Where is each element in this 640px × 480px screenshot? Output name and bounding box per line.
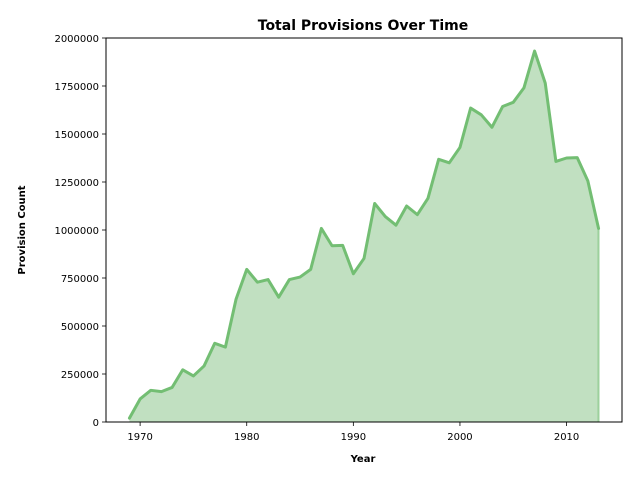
y-tick-label: 250000 [61, 370, 99, 381]
x-tick-label: 2000 [447, 432, 472, 443]
plot-area [127, 49, 601, 423]
y-tick-label: 1500000 [54, 130, 99, 141]
y-tick-label: 1250000 [54, 178, 99, 189]
y-axis-ticks: 0 250000 500000 750000 1000000 1250000 1500000… [54, 34, 106, 429]
y-tick-label: 2000000 [54, 34, 99, 45]
x-axis-ticks: 1970 1980 1990 2000 2010 [127, 422, 579, 443]
area-fill [129, 51, 599, 423]
chart-title: Total Provisions Over Time [258, 18, 469, 34]
y-tick-label: 750000 [61, 274, 99, 285]
x-tick-label: 1970 [127, 432, 152, 443]
x-tick-label: 1990 [341, 432, 366, 443]
y-axis-label: Provision Count [17, 185, 28, 274]
y-tick-label: 1750000 [54, 82, 99, 93]
x-tick-label: 2010 [554, 432, 579, 443]
series-line [127, 49, 601, 420]
x-axis-label: Year [350, 454, 376, 465]
x-tick-label: 1980 [234, 432, 259, 443]
y-tick-label: 0 [93, 418, 99, 429]
y-tick-label: 1000000 [54, 226, 99, 237]
y-tick-label: 500000 [61, 322, 99, 333]
